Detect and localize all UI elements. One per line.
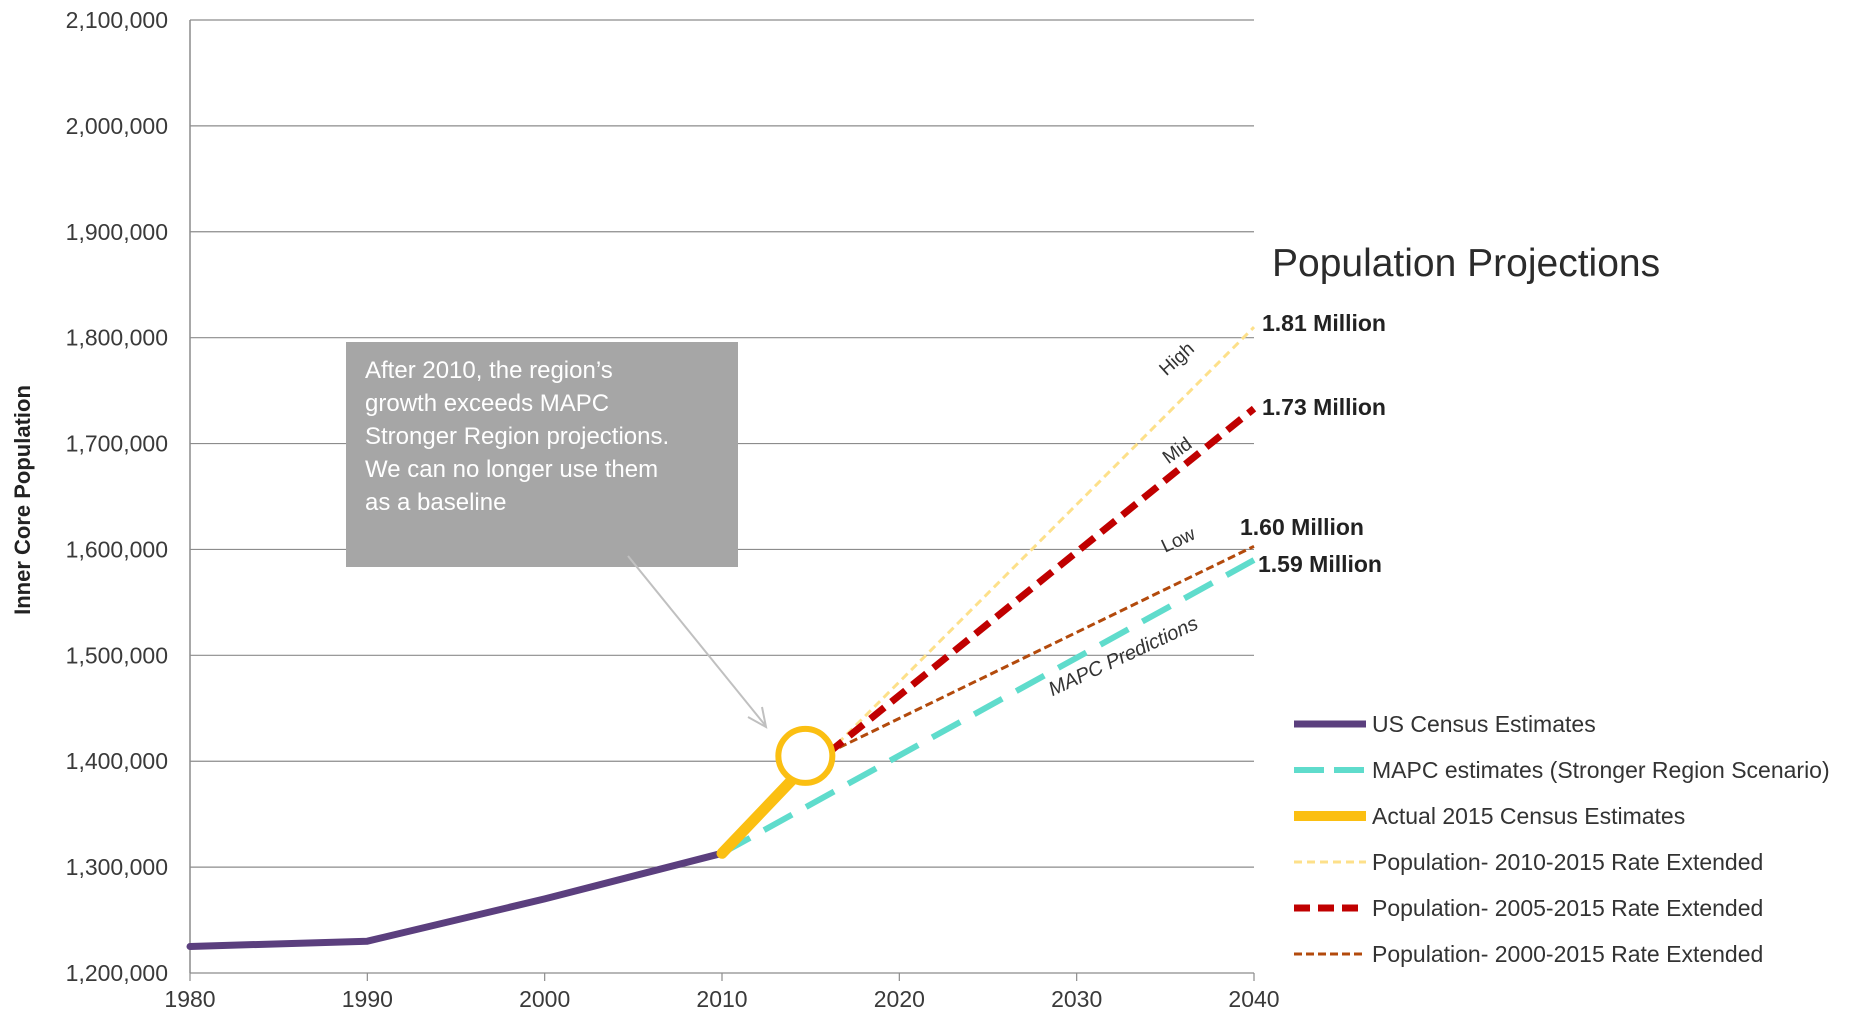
legend-item: Population- 2000-2015 Rate Extended <box>1294 941 1763 967</box>
callout-line: as a baseline <box>365 489 506 516</box>
legend-label: MAPC estimates (Stronger Region Scenario… <box>1372 757 1830 783</box>
y-tick-label: 1,200,000 <box>66 960 168 986</box>
callout-line: We can no longer use them <box>365 456 658 483</box>
legend-item: MAPC estimates (Stronger Region Scenario… <box>1294 757 1830 783</box>
y-tick-label: 1,900,000 <box>66 219 168 245</box>
series-line <box>716 764 808 859</box>
series-lines <box>186 326 1257 950</box>
line-tag-label: High <box>1156 338 1199 380</box>
x-axis-tick-labels: 1980 1990 2000 2010 2020 2030 2040 <box>164 986 1279 1012</box>
legend-item: Actual 2015 Census Estimates <box>1294 803 1685 829</box>
callout-line: After 2010, the region’s <box>365 357 613 384</box>
y-tick-label: 1,500,000 <box>66 642 168 668</box>
series-line <box>827 544 1255 755</box>
x-tick-label: 2000 <box>519 986 570 1012</box>
y-tick-label: 1,600,000 <box>66 536 168 562</box>
x-tick-label: 2020 <box>874 986 925 1012</box>
series-line <box>827 326 1256 754</box>
legend-label: Population- 2005-2015 Rate Extended <box>1372 895 1763 921</box>
y-tick-label: 2,000,000 <box>66 113 168 139</box>
callout-line: Stronger Region projections. <box>365 423 669 450</box>
legend-label: Actual 2015 Census Estimates <box>1372 803 1685 829</box>
y-tick-label: 1,300,000 <box>66 854 168 880</box>
x-tick-label: 1990 <box>342 986 393 1012</box>
annotations: 1.81 Million 1.73 Million 1.60 Million 1.59… <box>1045 310 1386 701</box>
end-value-label: 1.60 Million <box>1240 514 1364 540</box>
series-line <box>826 405 1257 756</box>
highlight-marker <box>775 725 836 786</box>
line-tag-label: Low <box>1158 524 1199 558</box>
y-tick-label: 1,700,000 <box>66 431 168 457</box>
y-tick-label: 1,800,000 <box>66 325 168 351</box>
y-axis-title: Inner Core Population <box>10 385 35 615</box>
mapc-predictions-label: MAPC Predictions <box>1045 612 1201 701</box>
series-line <box>720 557 1256 856</box>
y-tick-label: 2,100,000 <box>66 7 168 33</box>
end-value-label: 1.73 Million <box>1262 394 1386 420</box>
x-tick-label: 2040 <box>1228 986 1279 1012</box>
legend: US Census Estimates MAPC estimates (Stro… <box>1294 711 1830 967</box>
series-line <box>186 849 726 950</box>
chart-title: Population Projections <box>1272 242 1660 285</box>
y-axis-tick-labels: 1,200,000 1,300,000 1,400,000 1,500,000 1,60… <box>66 7 168 986</box>
legend-item: Population- 2005-2015 Rate Extended <box>1294 895 1763 921</box>
x-tick-label: 2010 <box>696 986 747 1012</box>
callout-line: growth exceeds MAPC <box>365 390 609 417</box>
callout-arrow <box>627 555 768 729</box>
legend-label: Population- 2000-2015 Rate Extended <box>1372 941 1763 967</box>
x-tick-label: 2030 <box>1051 986 1102 1012</box>
legend-label: US Census Estimates <box>1372 711 1596 737</box>
y-tick-label: 1,400,000 <box>66 748 168 774</box>
x-tick-label: 1980 <box>164 986 215 1012</box>
legend-item: Population- 2010-2015 Rate Extended <box>1294 849 1763 875</box>
callout-background <box>346 342 738 567</box>
legend-label: Population- 2010-2015 Rate Extended <box>1372 849 1763 875</box>
callout-box: After 2010, the region’s growth exceeds … <box>346 342 738 567</box>
legend-item: US Census Estimates <box>1294 711 1596 737</box>
end-value-label: 1.59 Million <box>1258 551 1382 577</box>
end-value-label: 1.81 Million <box>1262 310 1386 336</box>
